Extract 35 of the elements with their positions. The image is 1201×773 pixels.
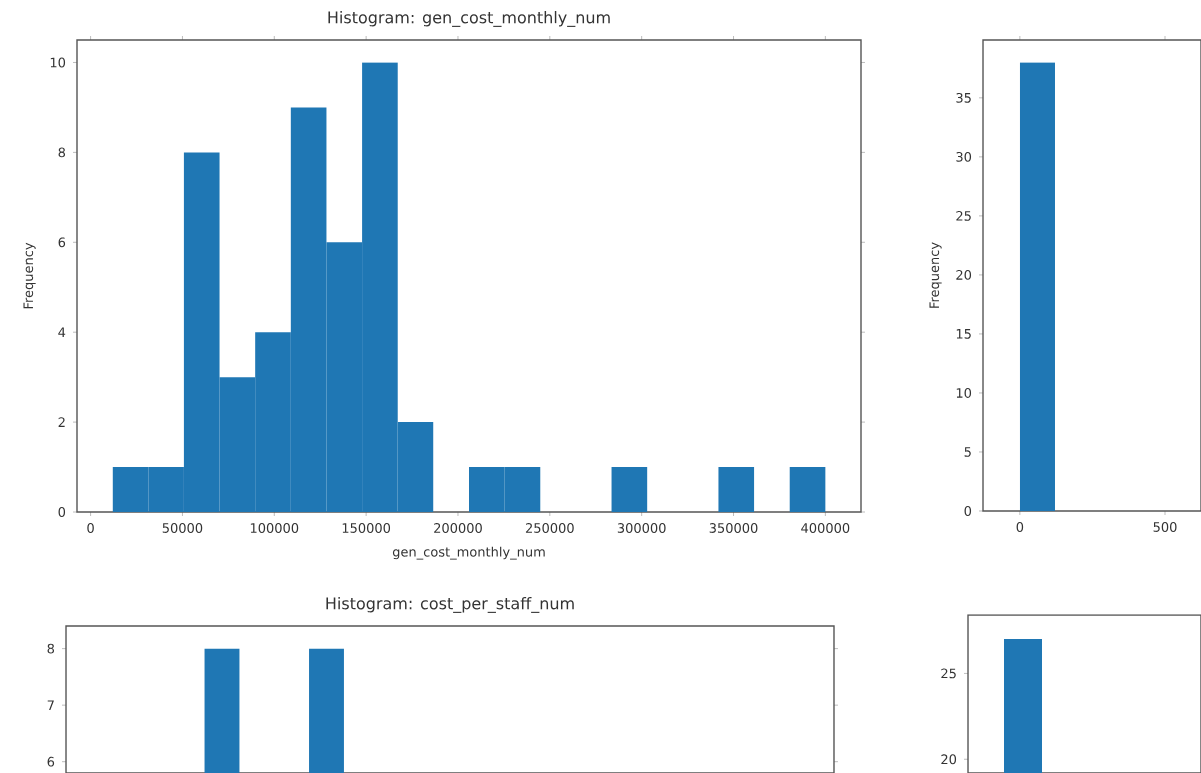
y-tick-label: 30 xyxy=(956,151,972,162)
y-axis-title: Frequency xyxy=(929,242,942,308)
x-tick-label: 350000 xyxy=(709,523,758,533)
x-tick-label: 100000 xyxy=(250,523,299,533)
x-tick-label: 0 xyxy=(87,523,94,533)
y-tick-label: 35 xyxy=(956,92,971,103)
x-tick-label: 50000 xyxy=(162,523,203,533)
y-tick-label: 4 xyxy=(58,327,66,337)
x-tick-label: 150000 xyxy=(342,523,391,533)
y-tick-label: 25 xyxy=(941,668,956,679)
x-tick-label: 500 xyxy=(1153,522,1177,532)
y-tick-label: 5 xyxy=(964,447,971,457)
y-tick-label: 2 xyxy=(58,417,65,427)
y-tick-label: 6 xyxy=(47,756,55,767)
y-tick-label: 10 xyxy=(956,388,972,398)
y-tick-label: 0 xyxy=(58,507,66,517)
y-tick-label: 8 xyxy=(58,147,66,158)
y-tick-label: 15 xyxy=(956,329,971,339)
y-tick-label: 6 xyxy=(58,237,66,248)
y-tick-label: 10 xyxy=(50,57,66,68)
y-axis-title: Frequency xyxy=(23,242,36,309)
y-tick-label: 20 xyxy=(941,754,957,765)
text: Histogram: cost_per_staff_num xyxy=(326,597,574,613)
x-tick-label: 0 xyxy=(1016,522,1024,532)
y-tick-label: 7 xyxy=(47,700,54,710)
y-tick-label: 25 xyxy=(956,210,971,221)
x-tick-label: 300000 xyxy=(617,523,666,533)
x-tick-label: 200000 xyxy=(434,523,482,533)
y-tick-label: 8 xyxy=(47,643,55,654)
x-tick-label: 250000 xyxy=(525,523,574,533)
y-tick-label: 20 xyxy=(956,270,972,280)
x-axis-title: gen_cost_monthly_num xyxy=(392,546,545,560)
x-tick-label: 400000 xyxy=(801,523,850,533)
y-tick-label: 0 xyxy=(964,506,972,516)
chart-title: Histogram: gen_cost_monthly_num xyxy=(328,11,610,27)
